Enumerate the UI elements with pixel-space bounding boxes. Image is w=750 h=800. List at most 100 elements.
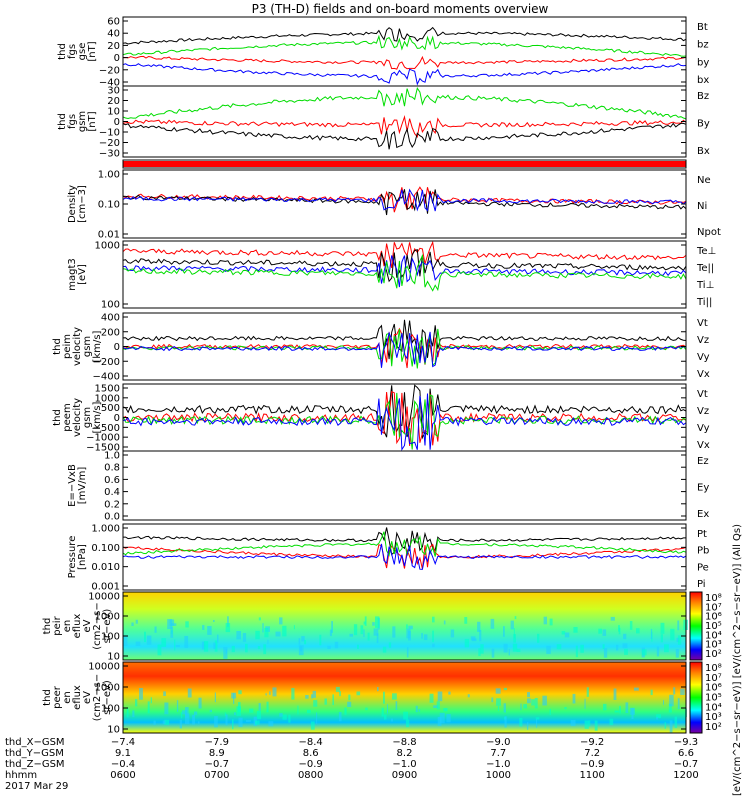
spectrogram-cell — [564, 707, 567, 710]
spectrogram-cell — [603, 703, 607, 711]
series-line-Npot — [122, 188, 687, 212]
y-tick-label: 500 — [101, 403, 120, 414]
spectrogram-cell — [415, 705, 418, 713]
spectrogram-cell — [618, 627, 621, 635]
spectrogram-cell — [304, 640, 307, 645]
spectrogram-cell — [176, 700, 179, 712]
spectrogram-cell — [269, 691, 271, 695]
y-tick-label: −500 — [93, 423, 120, 434]
spectrogram-cell — [236, 706, 241, 716]
spectrogram-cell — [334, 641, 339, 649]
spectrogram-cell — [225, 623, 231, 633]
spectrogram-cell — [464, 638, 470, 648]
spectrogram-cell — [572, 693, 576, 704]
y-tick-label: 0.6 — [104, 475, 120, 486]
spectrogram-cell — [624, 648, 628, 655]
spectrogram-cell — [245, 643, 248, 653]
spectrogram-cell — [213, 642, 216, 649]
x-date-label: 2017 Mar 29 — [5, 781, 68, 792]
spectrogram-cell — [164, 702, 169, 715]
spectrogram-cell — [674, 716, 678, 728]
spectrogram-cell — [406, 624, 408, 630]
y-tick-label: −30 — [99, 149, 120, 160]
y-axis-label: peer — [52, 685, 63, 709]
spectrogram-cell — [418, 709, 421, 712]
spectrogram-cell — [132, 710, 135, 718]
series-line-Bx — [122, 122, 687, 150]
spectrogram-cell — [513, 634, 516, 643]
spectrogram-cell — [180, 711, 183, 719]
spectrogram-cell — [673, 687, 676, 695]
spectrogram-cell — [163, 691, 166, 696]
legend-label-Vx: Vx — [697, 440, 710, 451]
panel-frame — [122, 85, 687, 158]
y-axis-label: peir — [52, 615, 63, 635]
y-tick-label: 100 — [101, 704, 120, 715]
colorbar-tick-label: 10⁶ — [705, 612, 722, 623]
spectrogram-cell — [313, 700, 318, 707]
y-tick-label: −20 — [99, 138, 120, 149]
y-axis-label: gsm — [77, 111, 88, 132]
y-axis-label: gsm — [82, 407, 93, 428]
spectrogram-cell — [263, 644, 267, 655]
spectrogram-cell — [613, 688, 617, 700]
spectrogram-cell — [213, 620, 215, 622]
legend-label-Pb: Pb — [697, 546, 709, 557]
spectrogram-cell — [580, 644, 584, 653]
x-tick-value: −1.0 — [486, 759, 510, 770]
panel-9: 10000 1000 100 10 thd peir en eflux eV (cm2−s− sr−… — [42, 591, 688, 663]
y-tick-label: 1.000 — [91, 524, 120, 535]
spectrogram-cell — [443, 708, 448, 712]
series-line-Vy — [122, 392, 687, 450]
x-tick-value: 1100 — [579, 770, 604, 781]
spectrogram-cell — [332, 694, 334, 706]
x-tick-value: −8.8 — [392, 737, 416, 748]
series-line-Pi — [122, 543, 687, 570]
spectrogram-cell — [503, 626, 505, 637]
spectrogram-cell — [301, 636, 305, 642]
spectrogram-cell — [231, 692, 237, 699]
spectrogram-cell — [669, 694, 674, 707]
series-line-Bz — [122, 115, 687, 139]
spectrogram-cell — [630, 707, 635, 715]
spectrogram-cell — [584, 698, 586, 709]
spectrogram-cell — [338, 712, 342, 722]
spectrogram-cell — [491, 648, 495, 658]
y-axis-label: [cm−3] — [77, 185, 88, 223]
spectrogram-cell — [209, 709, 212, 713]
spectrogram-cell — [201, 641, 206, 650]
legend-label-By: By — [697, 119, 710, 130]
spectrogram-cell — [429, 693, 434, 703]
spectrogram-cell — [660, 634, 663, 643]
spectrogram-cell — [670, 628, 675, 641]
y-tick-label: 40 — [107, 29, 120, 40]
panel-frame — [122, 159, 687, 169]
y-axis-label: thd — [42, 689, 53, 706]
x-tick-value: −8.4 — [299, 737, 323, 748]
spectrogram-cell — [357, 644, 359, 649]
spectrogram-cell — [537, 633, 540, 643]
y-tick-label: 0 — [114, 342, 120, 353]
spectrogram-cell — [609, 718, 614, 726]
spectrogram-cell — [329, 629, 332, 637]
spectrogram-cell — [392, 626, 396, 638]
y-axis-label: en — [62, 691, 73, 704]
spectrogram-cell — [185, 713, 190, 724]
y-tick-label: 0 — [114, 53, 120, 64]
spectrogram-cell — [279, 617, 283, 625]
y-tick-label: 10000 — [88, 662, 120, 673]
spectrogram-cell — [432, 643, 435, 648]
y-tick-label: 1000 — [95, 612, 120, 623]
spectrogram — [123, 662, 686, 733]
spectrogram-cell — [223, 647, 228, 659]
spectrogram-cell — [680, 688, 685, 695]
spectrogram-cell — [508, 649, 510, 656]
y-tick-label: 0.010 — [91, 562, 120, 573]
spectrogram-cell — [311, 694, 314, 699]
y-tick-label: 1.0 — [104, 451, 120, 462]
colorbar-label: [eV/(cm^2−s−sr−eV)] [eV/(cm^2−s−sr−eV)] … — [732, 524, 743, 796]
y-axis-label: Pressure — [67, 536, 78, 579]
